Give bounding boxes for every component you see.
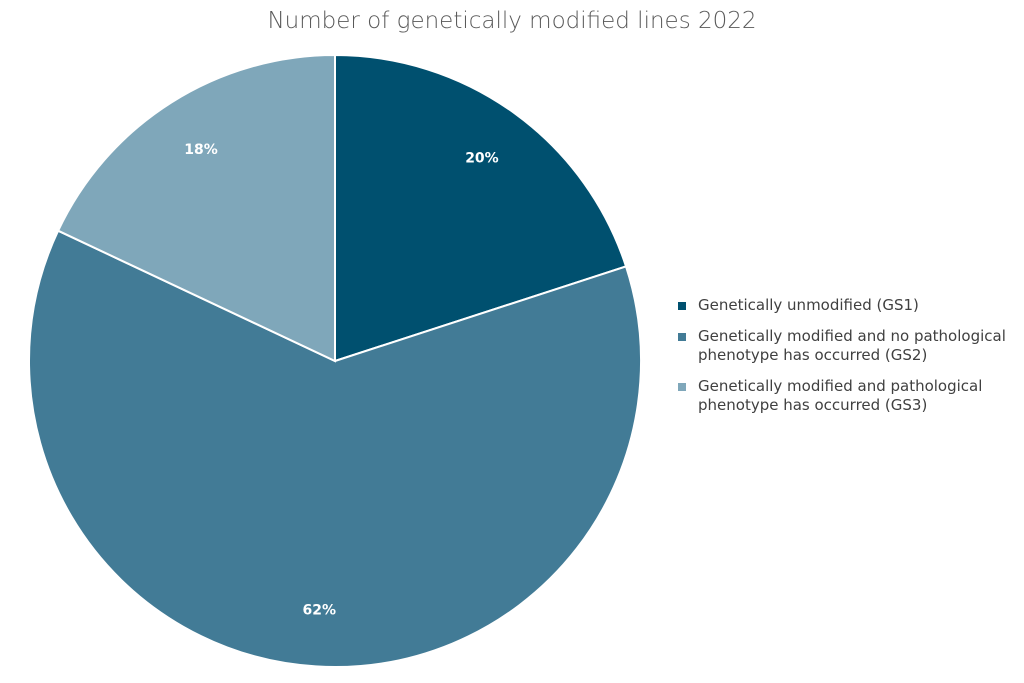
pie-slice-3 bbox=[56, 53, 336, 363]
legend-label: Genetically modified and no pathological… bbox=[698, 327, 1006, 364]
slice-data-label-3: 18% bbox=[184, 142, 218, 158]
legend-swatch-icon bbox=[678, 383, 686, 391]
pie-slice-1 bbox=[334, 53, 628, 363]
legend-item-2: Genetically modified and no pathological… bbox=[678, 327, 1018, 365]
legend-item-1: Genetically unmodified (GS1) bbox=[678, 296, 1018, 315]
legend-label: Genetically modified and pathological ph… bbox=[698, 377, 983, 414]
slice-data-label-1: 20% bbox=[465, 151, 499, 167]
chart-legend: Genetically unmodified (GS1) Genetically … bbox=[678, 296, 1018, 427]
chart-title: Number of genetically modified lines 202… bbox=[267, 8, 757, 34]
legend-label: Genetically unmodified (GS1) bbox=[698, 296, 919, 314]
legend-swatch-icon bbox=[678, 302, 686, 310]
legend-item-3: Genetically modified and pathological ph… bbox=[678, 377, 1018, 415]
pie-slice-2 bbox=[28, 229, 642, 668]
legend-swatch-icon bbox=[678, 333, 686, 341]
slice-data-label-2: 62% bbox=[303, 603, 337, 619]
